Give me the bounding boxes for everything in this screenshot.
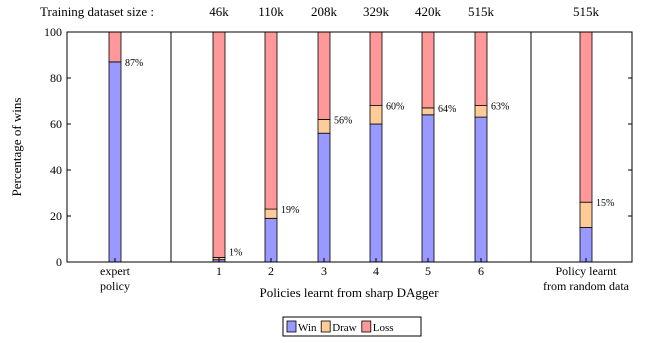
- legend-label-win: Win: [298, 322, 317, 334]
- data-label-expert: 87%: [125, 58, 143, 69]
- y-tick-label-80: 80: [50, 71, 62, 85]
- legend-swatch-draw: [320, 320, 331, 333]
- bar-p5-draw: [421, 107, 435, 116]
- data-label-p5: 64%: [438, 104, 456, 115]
- legend-swatch-win: [286, 320, 297, 333]
- y-tick-label-100: 100: [44, 25, 62, 39]
- legend-swatch-loss: [361, 320, 372, 333]
- dataset-size-p4: 329k: [363, 4, 390, 19]
- bar-p6-win: [474, 116, 488, 263]
- x-tick-label-p4: 4: [373, 264, 379, 278]
- x-tick-label-p2: 2: [268, 264, 274, 278]
- dataset-size-p5: 420k: [415, 4, 442, 19]
- bar-p2-win: [264, 217, 278, 263]
- x-axis-label: Policies learnt from sharp DAgger: [259, 285, 439, 300]
- data-label-p1: 1%: [229, 247, 242, 258]
- header-label: Training dataset size :: [40, 4, 154, 19]
- bar-p5-win: [421, 114, 435, 263]
- x-tick-label-expert: expert: [100, 264, 131, 278]
- y-tick-label-0: 0: [56, 255, 62, 269]
- dataset-size-p3: 208k: [311, 4, 338, 19]
- y-tick-label-40: 40: [50, 163, 62, 177]
- y-tick-label-60: 60: [50, 117, 62, 131]
- bar-p3-draw: [317, 119, 331, 134]
- y-tick-label-20: 20: [50, 209, 62, 223]
- legend-label-loss: Loss: [373, 322, 394, 334]
- bar-p3-win: [317, 132, 331, 263]
- dataset-size-labels: 46k 110k 208k 329k 420k 515k 515k: [209, 4, 599, 19]
- plot-frame: [66, 31, 633, 263]
- x-tick-label-random: Policy learnt: [556, 264, 618, 278]
- dataset-size-p1: 46k: [209, 4, 229, 19]
- dataset-size-random: 515k: [573, 4, 600, 19]
- dataset-size-p2: 110k: [258, 4, 284, 19]
- x-tick-label-p1: 1: [216, 264, 222, 278]
- bar-p3-loss: [317, 31, 331, 120]
- legend-frame: [282, 316, 422, 337]
- data-label-p4: 60%: [386, 102, 404, 113]
- bar-p1-loss: [212, 31, 226, 258]
- legend-items: Win Draw Loss: [286, 320, 394, 334]
- bar-p4-loss: [369, 31, 383, 106]
- bars: [108, 31, 593, 263]
- bar-random-win: [579, 227, 593, 263]
- dataset-size-p6: 515k: [468, 4, 495, 19]
- bar-expert-loss: [108, 31, 122, 63]
- data-label-p2: 19%: [281, 205, 299, 216]
- data-label-p3: 56%: [334, 115, 352, 126]
- bar-p4-draw: [369, 105, 383, 125]
- bar-p2-loss: [264, 31, 278, 210]
- bar-random-draw: [579, 201, 593, 228]
- bar-p2-draw: [264, 208, 278, 219]
- x-tick-label-p3: 3: [321, 264, 327, 278]
- bar-random-loss: [579, 31, 593, 203]
- x-tick-label-expert-line2: policy: [100, 279, 130, 293]
- x-tick-label-p6: 6: [478, 264, 484, 278]
- plot-area: 0 20 40 60 80 100 87% 1% 19% 56% 60% 64% 63% 15%: [44, 25, 633, 269]
- legend: Win Draw Loss: [282, 316, 422, 337]
- x-tick-label-p5: 5: [425, 264, 431, 278]
- y-axis: 0 20 40 60 80 100: [44, 25, 632, 269]
- annotations: 87% 1% 19% 56% 60% 64% 63% 15%: [125, 58, 614, 258]
- y-axis-label: Percentage of wins: [9, 98, 24, 197]
- bar-p5-loss: [421, 31, 435, 109]
- bar-p4-win: [369, 123, 383, 263]
- x-tick-label-random-line2: from random data: [543, 279, 630, 293]
- data-label-p6: 63%: [491, 102, 509, 113]
- data-label-random: 15%: [596, 198, 614, 209]
- bar-expert-win: [108, 61, 122, 263]
- bar-p6-draw: [474, 105, 488, 118]
- legend-label-draw: Draw: [332, 322, 356, 334]
- bar-p6-loss: [474, 31, 488, 106]
